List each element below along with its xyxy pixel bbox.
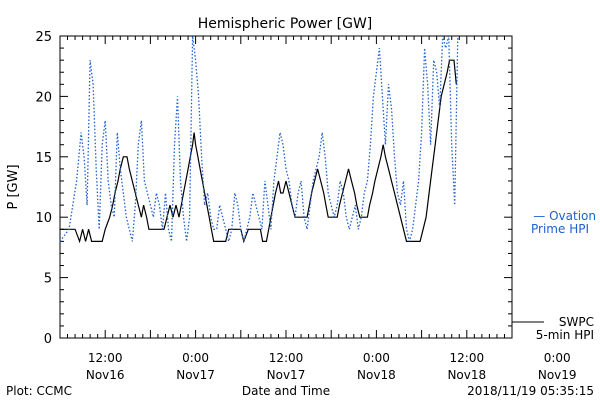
legend-swpc-line2: 5-min HPI [536,328,594,342]
legend-swpc-line1: SWPC [559,315,594,329]
y-tick-label: 10 [35,211,52,226]
legend-ovation-line2: Prime HPI [531,222,589,236]
y-tick-label: 15 [35,151,52,166]
legend-ovation-line1: — Ovation [533,209,596,223]
y-axis-label: P [GW] [6,164,21,209]
y-axis-ticks: 0 5 10 15 20 25 [35,30,512,347]
x-tick-label-date: Nov17 [267,368,306,382]
y-tick-label: 25 [35,30,52,45]
y-tick-label: 0 [44,332,52,347]
series-layer [59,35,459,244]
x-tick-label-date: Nov19 [538,368,577,382]
footer-timestamp: 2018/11/19 05:35:15 [467,384,594,398]
chart-title: Hemispheric Power [GW] [198,16,373,32]
x-tick-label-date: Nov18 [447,368,486,382]
x-tick-label-time: 0:00 [363,351,390,365]
x-tick-label-date: Nov17 [176,368,215,382]
legend-ovation: — Ovation Prime HPI [531,209,596,236]
x-tick-label-date: Nov16 [86,368,125,382]
series-swpc-hpi-line [60,59,457,244]
x-tick-label-time: 12:00 [450,351,485,365]
y-tick-label: 5 [44,272,52,287]
plot-frame [59,35,513,339]
x-tick-label-time: 0:00 [544,351,571,365]
x-axis-label: Date and Time [242,384,330,398]
legend-swpc: SWPC 5-min HPI [512,315,594,342]
x-tick-label-date: Nov18 [357,368,396,382]
x-tick-label-time: 0:00 [182,351,209,365]
footer-plot-credit: Plot: CCMC [6,384,72,398]
series-ovation-prime-line [59,35,459,242]
x-axis-ticks: 12:00 Nov16 0:00 Nov17 12:00 Nov17 0:00 Nov18 12… [59,36,577,382]
plot-area: 0 5 10 15 20 25 12:00 Nov16 0:00 Nov17 12:00 Nov17… [35,30,576,382]
y-tick-label: 20 [35,90,52,105]
x-tick-label-time: 12:00 [88,351,123,365]
x-tick-label-time: 12:00 [269,351,304,365]
